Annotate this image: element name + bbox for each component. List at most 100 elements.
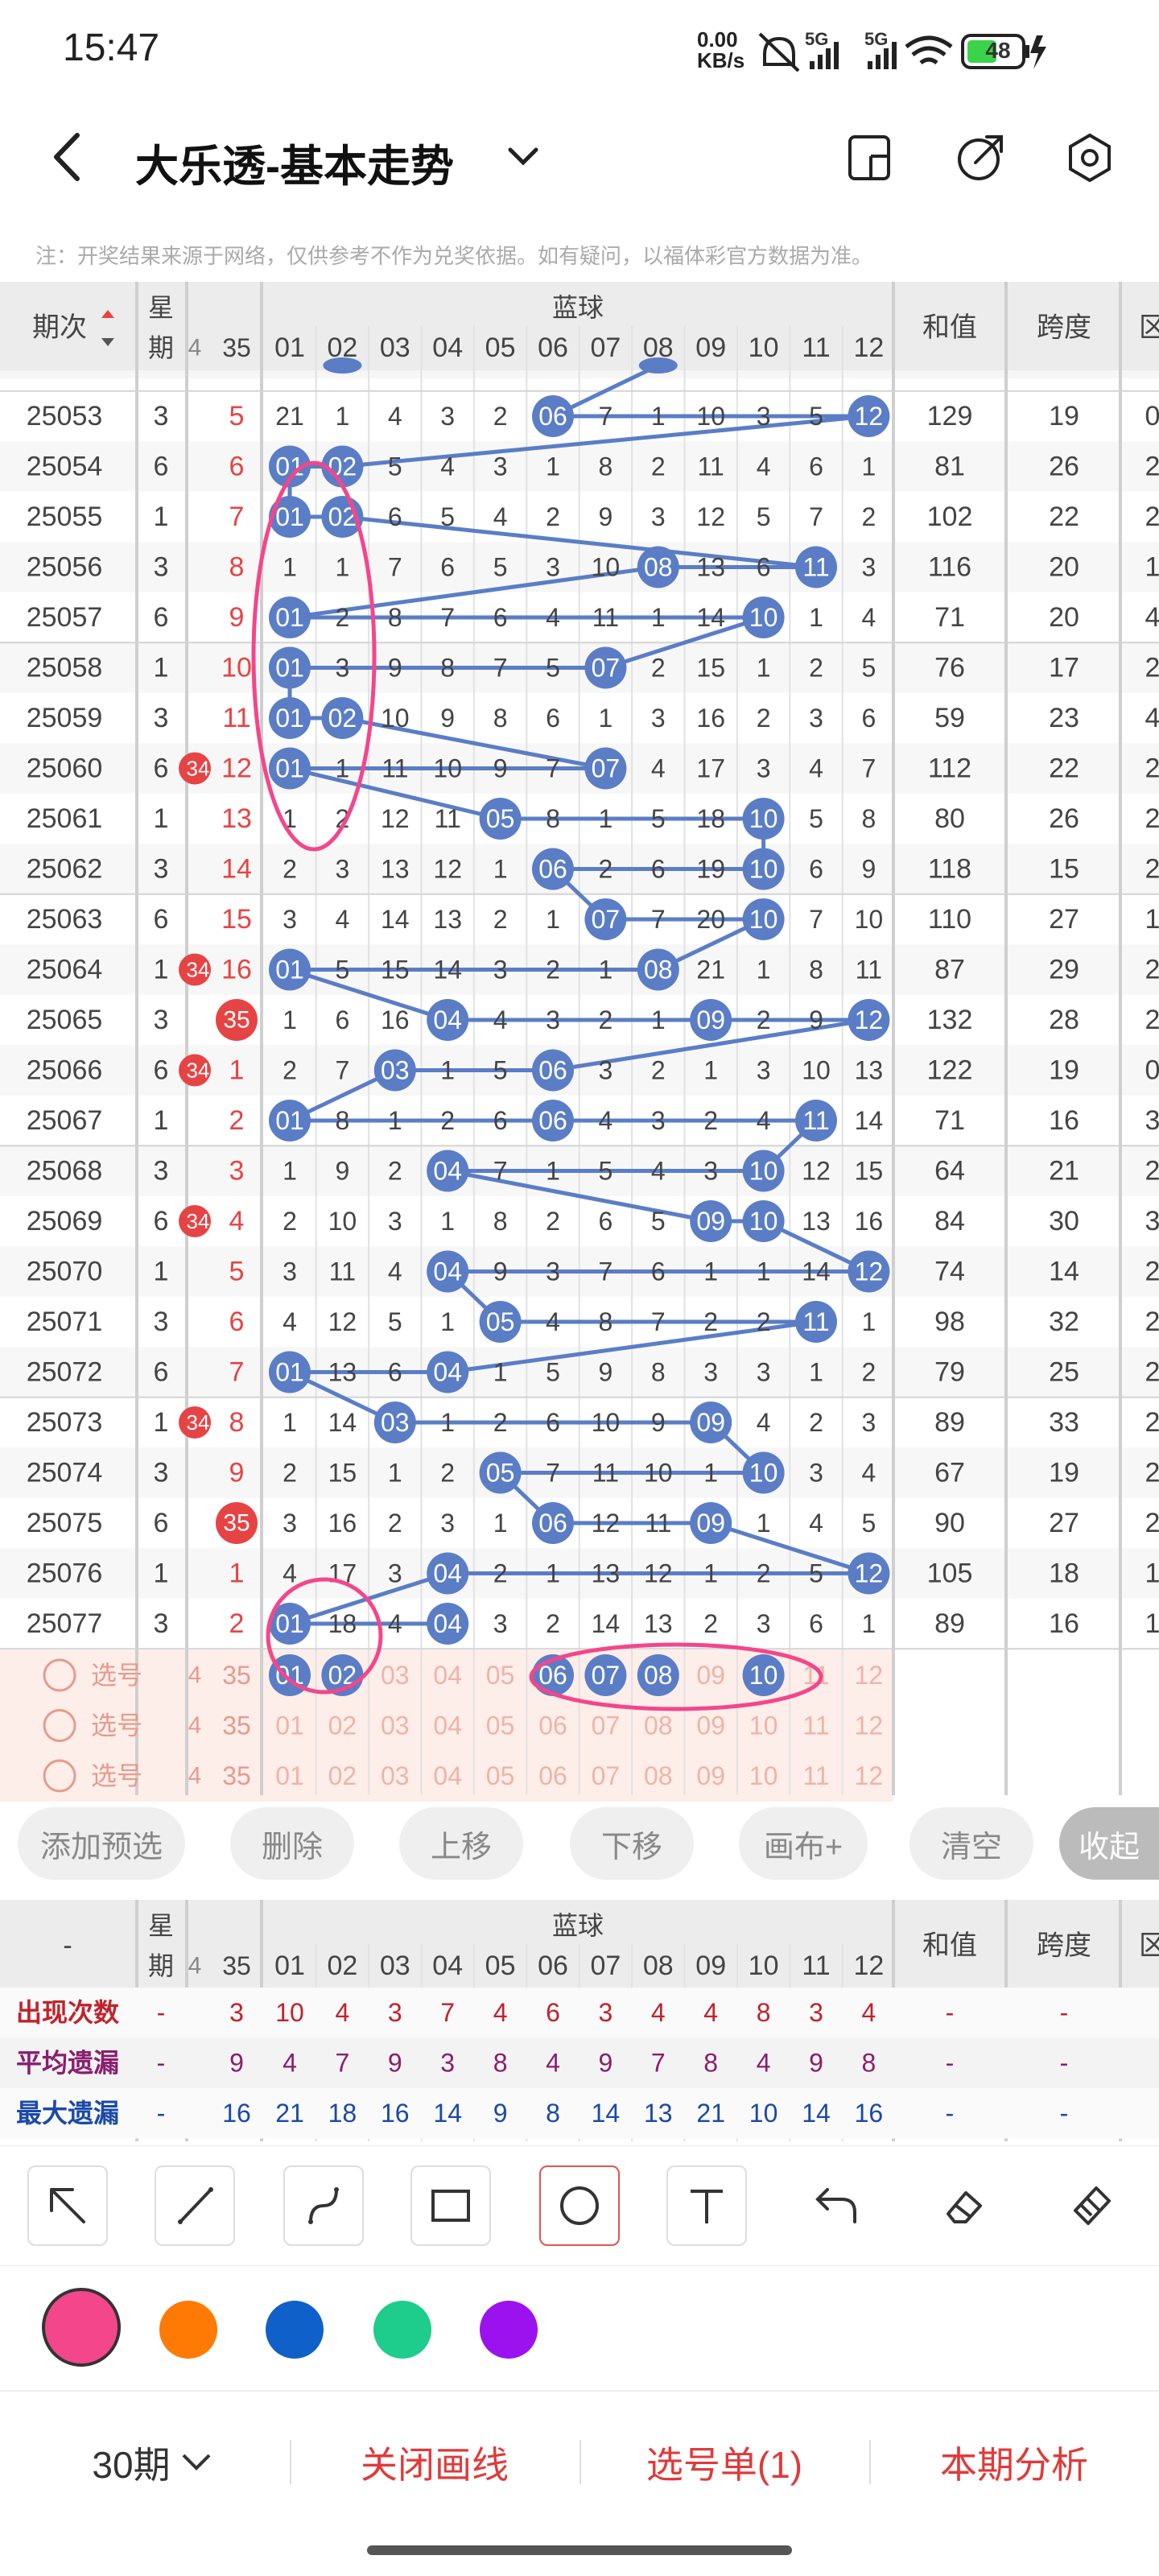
week-cell: 1	[154, 1257, 169, 1287]
sum-cell: 84	[934, 1206, 965, 1236]
line-icon[interactable]	[155, 2165, 235, 2246]
move-up-button[interactable]: 上移	[399, 1807, 523, 1880]
miss-cell: 2	[651, 1056, 666, 1085]
miss-cell: 3	[440, 402, 455, 431]
stats-blue-cell: 16	[381, 2099, 410, 2128]
select-number: 01	[275, 1761, 304, 1790]
clear-brush-icon[interactable]	[1051, 2165, 1132, 2246]
extra-cell: 1	[1145, 552, 1159, 583]
blue-ball	[532, 1100, 574, 1141]
miss-cell: 7	[546, 1459, 560, 1488]
select-number: 03	[381, 1761, 410, 1790]
pick-list-button[interactable]: 选号单(1)	[645, 2443, 803, 2486]
miss-cell: 11	[698, 452, 724, 481]
select-number: 02	[328, 1711, 357, 1740]
miss-cell: 7	[388, 553, 402, 582]
front-miss-cell: 7	[229, 502, 245, 532]
extra-cell: 2	[1145, 1458, 1159, 1488]
miss-cell: 9	[599, 1358, 613, 1387]
extra-cell: 2	[1145, 502, 1159, 532]
rectangle-icon[interactable]	[410, 2165, 491, 2246]
miss-cell: 2	[651, 452, 666, 481]
miss-cell: 3	[546, 1257, 560, 1286]
eraser-icon[interactable]	[922, 2165, 1003, 2246]
header-blue-05: 05	[485, 332, 516, 363]
selected-ball-label: 10	[749, 1661, 778, 1690]
clear-button[interactable]: 清空	[909, 1807, 1033, 1880]
period-selector[interactable]: 30期	[56, 2392, 250, 2533]
share-icon[interactable]	[955, 132, 1006, 184]
bottom-bar: 30期 关闭画线 选号单(1) 本期分析	[0, 2391, 1159, 2532]
blue-ball-label: 01	[275, 654, 304, 683]
miss-cell: 8	[546, 804, 560, 833]
miss-cell: 3	[283, 1257, 297, 1286]
cursor-arrow-icon[interactable]	[27, 2165, 108, 2246]
week-cell: 3	[154, 1156, 169, 1187]
color-swatch-pink[interactable]	[42, 2288, 121, 2367]
front-miss-cell: 4	[229, 1206, 245, 1236]
collapse-button[interactable]: 收起	[1059, 1807, 1159, 1880]
miss-cell: 8	[651, 1358, 666, 1387]
settings-icon[interactable]	[1064, 132, 1116, 184]
analysis-button[interactable]: 本期分析	[940, 2443, 1088, 2486]
color-palette	[0, 2266, 1159, 2391]
blue-ball	[795, 1301, 837, 1343]
delete-button[interactable]: 删除	[230, 1807, 354, 1880]
miss-cell: 3	[336, 855, 350, 884]
chevron-down-icon[interactable]	[505, 145, 541, 169]
miss-cell: 1	[703, 1559, 718, 1588]
chevron-down-icon	[182, 2454, 210, 2471]
page-title[interactable]: 大乐透-基本走势	[135, 142, 454, 191]
miss-cell: 7	[493, 1157, 508, 1186]
miss-cell: 3	[862, 1408, 876, 1437]
stats-header-week-2: 期	[148, 1951, 174, 1980]
sum-cell: 98	[934, 1307, 965, 1337]
blue-ball	[742, 898, 785, 940]
header-front-35: 35	[222, 333, 251, 362]
color-swatch-blue[interactable]	[266, 2301, 324, 2359]
front-miss-cell: 7	[229, 1357, 245, 1388]
miss-cell: 7	[599, 402, 613, 431]
week-cell: 1	[154, 1105, 169, 1136]
canvas-plus-button[interactable]: 画布+	[739, 1807, 868, 1880]
week-cell: 3	[154, 1458, 169, 1488]
blue-ball	[690, 999, 732, 1041]
blue-ball-label: 01	[275, 1358, 304, 1387]
stats-header-blue-03: 03	[380, 1951, 410, 1981]
select-number: 08	[644, 1711, 673, 1740]
select-number: 06	[538, 1711, 567, 1740]
back-icon[interactable]	[48, 129, 89, 185]
miss-cell: 1	[703, 1459, 718, 1488]
curve-icon[interactable]	[283, 2165, 364, 2246]
close-line-button[interactable]: 关闭画线	[361, 2443, 509, 2486]
week-cell: 1	[154, 1558, 169, 1589]
miss-cell: 14	[592, 1609, 621, 1638]
period-cell: 25062	[27, 854, 103, 885]
span-cell: 20	[1049, 552, 1079, 583]
miss-cell: 6	[493, 1106, 508, 1135]
color-swatch-purple[interactable]	[480, 2301, 538, 2359]
miss-cell: 1	[388, 1106, 402, 1135]
miss-cell: 4	[757, 452, 771, 481]
color-swatch-orange[interactable]	[159, 2301, 217, 2359]
circle-icon[interactable]	[539, 2165, 620, 2246]
miss-cell: 3	[651, 502, 666, 531]
blue-ball	[269, 747, 311, 790]
miss-cell: 3	[493, 956, 508, 985]
undo-icon[interactable]	[795, 2165, 876, 2246]
color-swatch-green[interactable]	[373, 2301, 431, 2359]
miss-cell: 3	[703, 1157, 718, 1186]
miss-cell: 2	[809, 1408, 823, 1437]
miss-cell: 15	[696, 654, 725, 683]
period-label: 30期	[92, 2443, 171, 2486]
blue-ball	[848, 1552, 890, 1595]
move-down-button[interactable]: 下移	[570, 1807, 694, 1880]
header-blue-06: 06	[538, 332, 568, 363]
blue-ball-label: 04	[433, 1157, 462, 1186]
blue-ball-label: 12	[855, 1005, 884, 1034]
span-cell: 32	[1049, 1307, 1079, 1337]
add-preselect-button[interactable]: 添加预选	[18, 1807, 185, 1880]
text-icon[interactable]	[666, 2165, 747, 2246]
tablet-icon[interactable]	[847, 134, 895, 182]
miss-cell: 9	[651, 1408, 666, 1437]
